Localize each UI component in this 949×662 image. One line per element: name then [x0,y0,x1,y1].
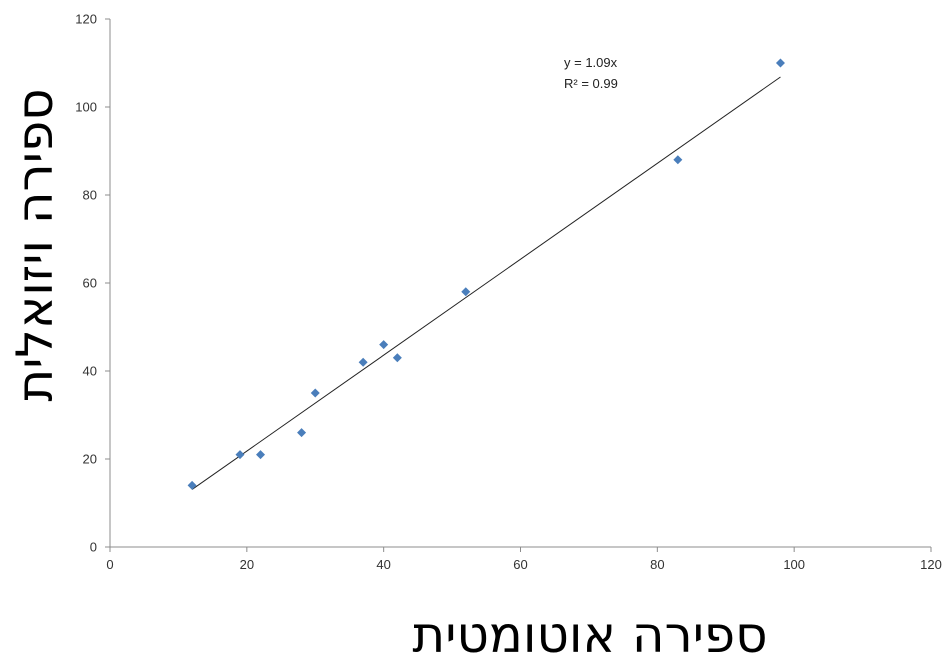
y-axis-title: ספירה ויזואלית [6,88,64,401]
x-tick-label: 20 [240,557,254,572]
data-point [775,58,785,68]
x-axis-title: ספירה אוטומטית [412,606,767,662]
data-point [461,287,471,297]
y-axis-ticks: 0 20 40 60 80 100 120 [75,12,110,555]
data-point [187,480,197,490]
x-tick-label: 40 [376,557,390,572]
data-point [310,388,320,398]
data-points [187,58,785,490]
data-point [673,155,683,165]
y-tick-label: 100 [75,100,97,115]
trendline [191,76,781,490]
data-point [358,357,368,367]
y-tick-label: 60 [83,276,97,291]
trendline-r2: R² = 0.99 [564,76,618,91]
y-tick-label: 120 [75,12,97,27]
y-tick-label: 20 [83,452,97,467]
axes [109,19,931,548]
data-point [392,353,402,363]
x-tick-label: 120 [920,557,942,572]
x-tick-label: 0 [106,557,113,572]
data-point [379,340,389,350]
y-tick-label: 80 [83,188,97,203]
x-tick-label: 80 [650,557,664,572]
x-tick-label: 100 [783,557,805,572]
x-tick-label: 60 [513,557,527,572]
y-tick-label: 0 [90,540,97,555]
data-point [256,450,266,460]
trendline-equation: y = 1.09x [564,55,618,70]
x-axis-ticks: 0 20 40 60 80 100 120 [106,547,942,572]
y-tick-label: 40 [83,364,97,379]
data-point [297,428,307,438]
data-point [235,450,245,460]
